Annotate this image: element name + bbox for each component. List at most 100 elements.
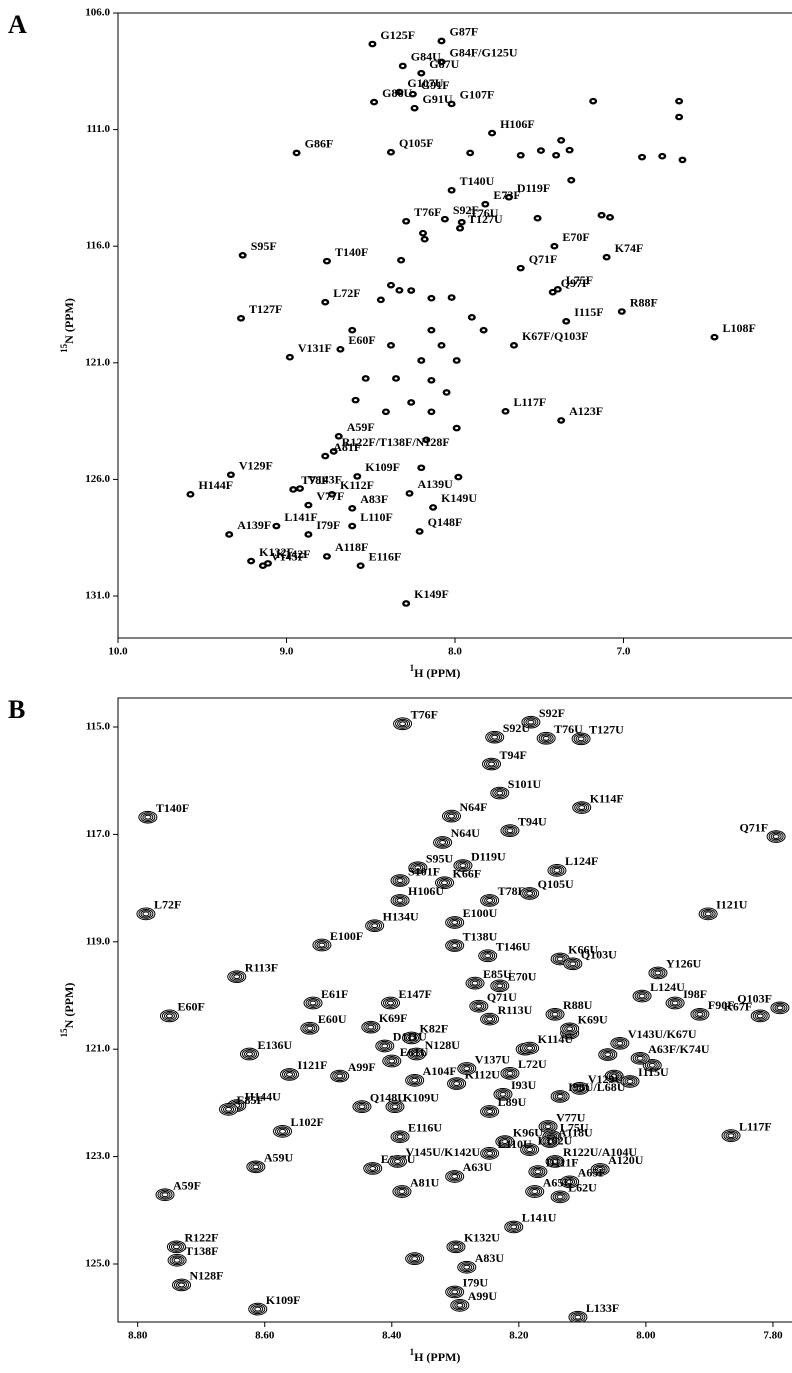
- peak-label: T76F: [414, 205, 441, 219]
- peak-label: Q103U: [581, 948, 617, 962]
- peak-label: L89U: [498, 1095, 527, 1109]
- peak-label: A81U: [410, 1175, 440, 1189]
- y-tick-label: 126.0: [85, 473, 110, 485]
- peak-label: L62U: [568, 1181, 597, 1195]
- peak: [520, 887, 540, 900]
- peak: [422, 436, 431, 444]
- contour-ring: [394, 1186, 410, 1197]
- contour-ring: [526, 1147, 534, 1153]
- peak-label: R122U/A104U: [563, 1145, 637, 1159]
- peak-label: K109F: [365, 460, 400, 474]
- contour-ring: [612, 1038, 628, 1049]
- contour-ring: [772, 834, 780, 839]
- contour-ring: [252, 1164, 260, 1170]
- peak: [334, 432, 343, 440]
- contour-ring: [638, 993, 646, 999]
- contour-ring: [446, 812, 458, 820]
- contour-ring: [284, 1070, 296, 1079]
- contour-ring: [526, 891, 534, 896]
- contour-ring: [367, 1024, 375, 1030]
- peak-inner: [419, 72, 423, 75]
- peak: [386, 281, 395, 289]
- peak-inner: [411, 93, 415, 96]
- peak-inner: [456, 475, 460, 479]
- contour-ring: [482, 952, 494, 960]
- peak-inner: [401, 64, 405, 68]
- contour-ring: [565, 958, 581, 969]
- contour-ring: [367, 1164, 379, 1173]
- peak: [238, 252, 247, 259]
- peak: [381, 408, 390, 416]
- contour-ring: [552, 1091, 568, 1102]
- contour-ring: [437, 877, 453, 888]
- contour-ring: [547, 1156, 563, 1167]
- peak: [560, 1022, 580, 1036]
- contour-ring: [456, 1302, 464, 1308]
- contour-ring: [562, 1176, 578, 1187]
- peak: [447, 1077, 467, 1090]
- peak-label: A139U: [418, 477, 454, 491]
- peak-inner: [450, 189, 454, 192]
- peak: [589, 97, 598, 105]
- peak-label: A118U: [558, 1125, 593, 1139]
- peak: [272, 522, 281, 530]
- peak: [446, 1240, 466, 1254]
- peak-inner: [261, 564, 265, 567]
- peak-inner: [397, 90, 401, 94]
- peak-inner: [355, 475, 359, 478]
- contour-ring: [652, 969, 664, 977]
- contour-ring: [524, 889, 536, 898]
- peak-inner: [640, 156, 644, 159]
- peak: [456, 224, 465, 232]
- contour-ring: [144, 814, 152, 820]
- contour-ring: [549, 1157, 561, 1166]
- contour-ring: [486, 1150, 494, 1156]
- contour-ring: [452, 1244, 460, 1250]
- contour-ring: [394, 896, 406, 905]
- contour-ring: [475, 1003, 483, 1009]
- peak: [572, 801, 592, 814]
- peak-label: L72U: [518, 1057, 547, 1071]
- peak: [488, 129, 497, 137]
- peak-inner: [419, 466, 423, 469]
- peak-label: A59F: [347, 420, 375, 434]
- peak: [368, 40, 377, 48]
- contour-ring: [233, 974, 241, 980]
- peak-label: V131F: [298, 341, 332, 355]
- peak-inner: [266, 562, 270, 565]
- contour-ring: [354, 1101, 370, 1112]
- peak: [698, 907, 718, 921]
- contour-ring: [252, 1305, 264, 1313]
- peak: [352, 1100, 372, 1114]
- peak-inner: [413, 107, 417, 110]
- contour-ring: [439, 878, 451, 887]
- peak: [418, 229, 427, 237]
- contour-ring: [578, 805, 586, 810]
- peak: [300, 1021, 320, 1035]
- peak-inner: [440, 344, 444, 347]
- peak-inner: [408, 492, 412, 495]
- peak-label: K69F: [379, 1011, 408, 1025]
- peak: [401, 1031, 421, 1045]
- contour-ring: [371, 923, 379, 929]
- peak: [370, 98, 379, 106]
- contour-ring: [314, 939, 330, 951]
- panel: A 10.0 9.0 8.0 7.0 106.0 111.0 116.0 121.0 126.0 1…: [8, 7, 792, 680]
- contour-ring: [636, 992, 648, 1000]
- peak: [417, 357, 426, 364]
- contour-ring: [447, 1171, 463, 1182]
- contour-ring: [306, 1025, 314, 1031]
- peak-inner: [295, 151, 299, 155]
- contour-ring: [553, 867, 561, 873]
- contour-ring: [461, 1064, 473, 1073]
- x-axis-title-sup: 1: [410, 663, 415, 673]
- peak-inner: [677, 115, 681, 119]
- peak-label: I115F: [574, 305, 603, 319]
- contour-ring: [527, 719, 535, 725]
- contour-ring: [504, 826, 516, 835]
- contour-ring: [492, 787, 508, 799]
- y-axis-title-sup: 15: [59, 1028, 69, 1038]
- x-tick-label: 8.40: [382, 1330, 402, 1342]
- peak-inner: [539, 149, 543, 152]
- peak-label: K112F: [340, 478, 374, 492]
